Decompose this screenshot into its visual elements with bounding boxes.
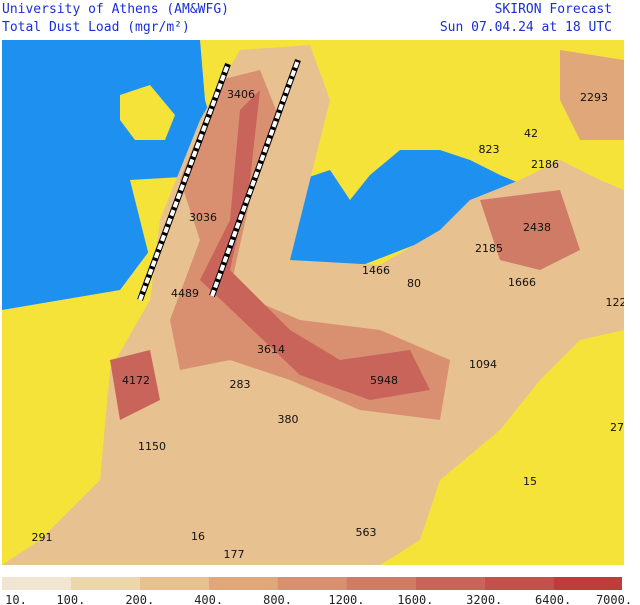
map-label: 3614 [257, 343, 285, 356]
colorbar-label: 3200. [466, 593, 502, 605]
colorbar-label: 7000. [596, 593, 632, 605]
map-label: 2186 [531, 158, 559, 171]
colorbar-bin [2, 577, 71, 590]
map-label: 1094 [469, 358, 497, 371]
map-label: 2438 [523, 221, 551, 234]
colorbar-label: 200. [125, 593, 154, 605]
dust-field [560, 50, 624, 140]
map-label: 122 [606, 296, 627, 309]
map-label: 27 [610, 421, 624, 434]
map-label: 380 [278, 413, 299, 426]
colorbar-label: 1600. [397, 593, 433, 605]
map-label: 1666 [508, 276, 536, 289]
colorbar-label: 800. [263, 593, 292, 605]
map-label: 16 [191, 530, 205, 543]
map-label: 3406 [227, 88, 255, 101]
map-label: 3036 [189, 211, 217, 224]
colorbar-bin [484, 577, 554, 590]
map-label: 4172 [122, 374, 150, 387]
header-line: SKIRON Forecast [495, 2, 612, 17]
colorbar-label: 400. [194, 593, 223, 605]
dust-field [200, 90, 430, 400]
colorbar-bin [277, 577, 347, 590]
dust-field [2, 45, 624, 565]
trajectory [138, 63, 230, 301]
map-label: 80 [407, 277, 421, 290]
land [430, 430, 624, 565]
header-line: University of Athens (AM&WFG) [2, 2, 229, 17]
colorbar-bin [553, 577, 622, 590]
colorbar-bin [346, 577, 416, 590]
map-label: 2185 [475, 242, 503, 255]
land [120, 85, 175, 140]
map-label: 823 [479, 143, 500, 156]
colorbar-label: 6400. [535, 593, 571, 605]
map-label: 283 [230, 378, 251, 391]
dust-field [110, 350, 160, 420]
map-label: 1466 [362, 264, 390, 277]
map-label: 4489 [171, 287, 199, 300]
colorbar-bin [415, 577, 485, 590]
dust-field [480, 190, 580, 270]
colorbar-bin [208, 577, 278, 590]
map-label: 5948 [370, 374, 398, 387]
colorbar-label: 1200. [328, 593, 364, 605]
header-line: Sun 07.04.24 at 18 UTC [440, 20, 612, 35]
map-label: 2293 [580, 91, 608, 104]
map: 3406 2293 42 823 2186 3036 2438 2185 1466 80 1666 4… [2, 40, 627, 565]
colorbar-label: 10. [5, 593, 27, 605]
map-label: 177 [224, 548, 245, 561]
map-label: 42 [524, 127, 538, 140]
colorbar-bin [139, 577, 209, 590]
map-label: 15 [523, 475, 537, 488]
map-label: 563 [356, 526, 377, 539]
colorbar-bin [70, 577, 140, 590]
header-line: Total Dust Load (mgr/m²) [2, 20, 190, 35]
map-label: 1150 [138, 440, 166, 453]
colorbar-label: 100. [56, 593, 85, 605]
trajectory [210, 59, 300, 297]
map-label: 291 [32, 531, 53, 544]
